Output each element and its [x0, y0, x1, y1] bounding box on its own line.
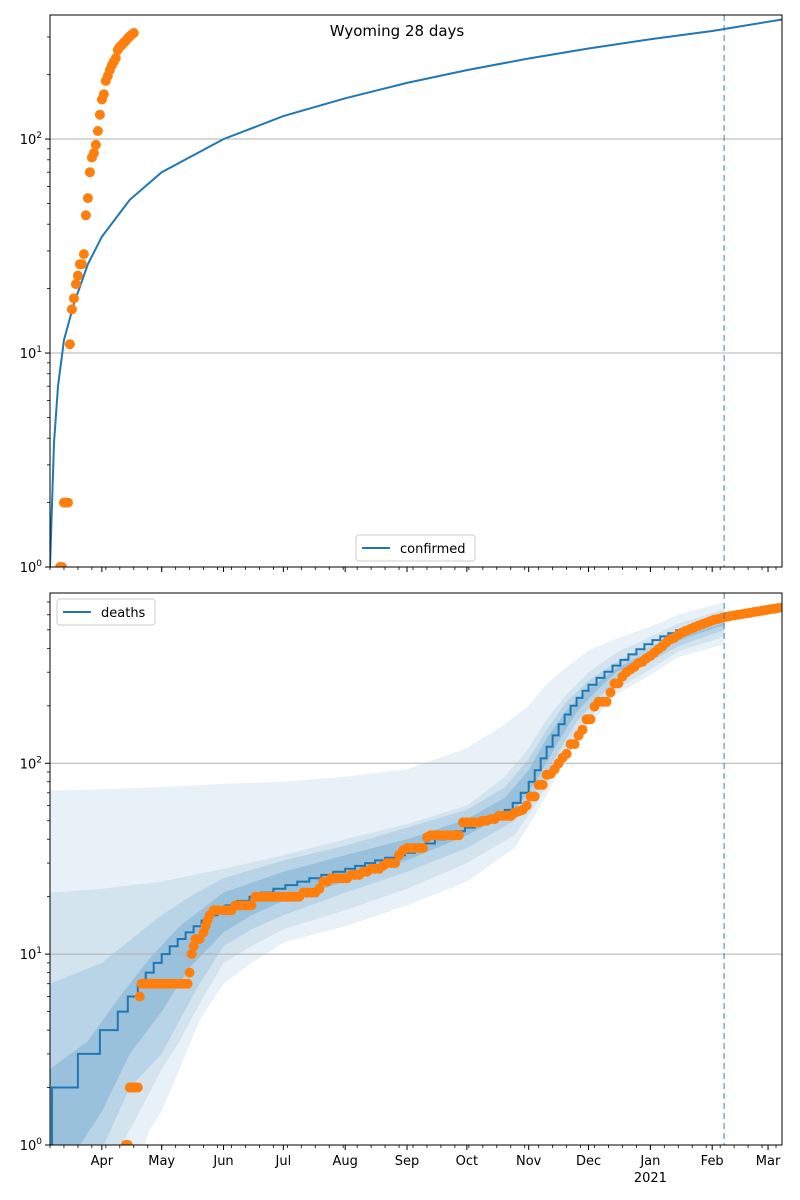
observed-point: [78, 249, 89, 260]
observed-point: [122, 1140, 133, 1145]
observed-point: [92, 126, 103, 136]
observed-point: [88, 148, 99, 159]
uncertainty-band-0: [50, 602, 725, 1145]
x-tick-label: Dec: [576, 1154, 601, 1169]
observed-point: [184, 967, 195, 978]
observed-point: [390, 858, 401, 869]
x-tick-label: Jul: [275, 1154, 292, 1169]
observed-point: [110, 53, 121, 64]
observed-point: [80, 210, 91, 221]
observed-point: [134, 991, 145, 1002]
observed-point: [529, 791, 540, 802]
deaths-axes-frame: [49, 592, 783, 1146]
x-tick-label: Apr: [91, 1154, 114, 1169]
chart-title: Wyoming 28 days: [330, 22, 465, 40]
deaths-panel: 100 101 102 Apr May Jun Jul Aug Sep Oct Nov Dec Jan…: [20, 592, 783, 1186]
confirmed-legend: confirmed: [355, 534, 476, 562]
confirmed-x-ticks: [49, 567, 777, 572]
confirmed-y-ticks: 100 101 102: [20, 36, 50, 576]
confirmed-gridlines: [50, 138, 782, 354]
observed-point: [63, 497, 73, 508]
confirmed-model-line: [50, 18, 782, 567]
observed-point: [418, 843, 428, 853]
y-tick-label: 102: [20, 131, 42, 148]
y-tick-label: 102: [20, 755, 42, 772]
observed-point: [90, 139, 101, 150]
observed-point: [128, 28, 139, 38]
deaths-gridlines: [50, 762, 782, 955]
observed-point: [577, 724, 588, 735]
y-tick-label: 101: [20, 345, 42, 362]
observed-point: [561, 748, 572, 759]
observed-point: [246, 900, 257, 911]
x-tick-label: Jun: [212, 1154, 233, 1169]
x-year-label: 2021: [634, 1171, 667, 1186]
legend-box: [355, 534, 476, 562]
observed-point: [94, 109, 105, 120]
observed-point: [537, 779, 548, 790]
observed-point: [82, 193, 93, 204]
x-tick-label: Jan: [639, 1154, 660, 1169]
uncertainty-band-1: [50, 609, 725, 1145]
observed-point: [57, 562, 67, 567]
observed-point: [68, 293, 79, 304]
observed-point: [64, 339, 75, 350]
x-tick-label: Mar: [756, 1154, 781, 1169]
observed-point: [182, 978, 193, 989]
observed-point: [98, 89, 109, 100]
legend-label-deaths: deaths: [101, 606, 146, 621]
confirmed-panel: 100 101 102 Wyoming 28 days confirmed: [20, 14, 783, 576]
observed-point: [601, 696, 612, 707]
deaths-y-ticks: 100 101 102: [20, 601, 50, 1154]
deaths-x-ticks: Apr May Jun Jul Aug Sep Oct Nov Dec Jan Feb Mar 2021: [49, 1145, 781, 1186]
x-tick-label: May: [148, 1154, 175, 1169]
deaths-legend: deaths: [56, 598, 156, 626]
deaths-observed-points: [120, 602, 782, 1145]
confirmed-observed-points: [55, 28, 139, 567]
observed-point: [521, 800, 532, 811]
x-tick-label: Aug: [332, 1154, 357, 1169]
observed-point: [186, 949, 197, 960]
observed-point: [453, 830, 464, 841]
observed-point: [569, 739, 580, 750]
y-tick-label: 101: [20, 946, 42, 963]
observed-point: [132, 1082, 143, 1093]
x-tick-label: Sep: [395, 1154, 420, 1169]
observed-point: [585, 714, 596, 725]
observed-point: [72, 270, 83, 281]
x-tick-label: Oct: [456, 1154, 478, 1169]
legend-box: [56, 598, 156, 626]
observed-point: [777, 602, 782, 613]
observed-point: [84, 167, 95, 178]
x-tick-label: Feb: [701, 1154, 724, 1169]
y-tick-label: 100: [20, 1137, 43, 1154]
observed-point: [76, 259, 87, 270]
legend-label-confirmed: confirmed: [400, 542, 466, 557]
confirmed-axes-frame: [49, 14, 783, 568]
deaths-uncertainty-bands: [50, 602, 725, 1145]
observed-point: [70, 279, 81, 290]
observed-point: [605, 687, 616, 698]
x-tick-label: Nov: [516, 1154, 542, 1169]
y-tick-label: 100: [20, 559, 43, 576]
uncertainty-band-2: [50, 619, 725, 1145]
observed-point: [66, 304, 77, 315]
